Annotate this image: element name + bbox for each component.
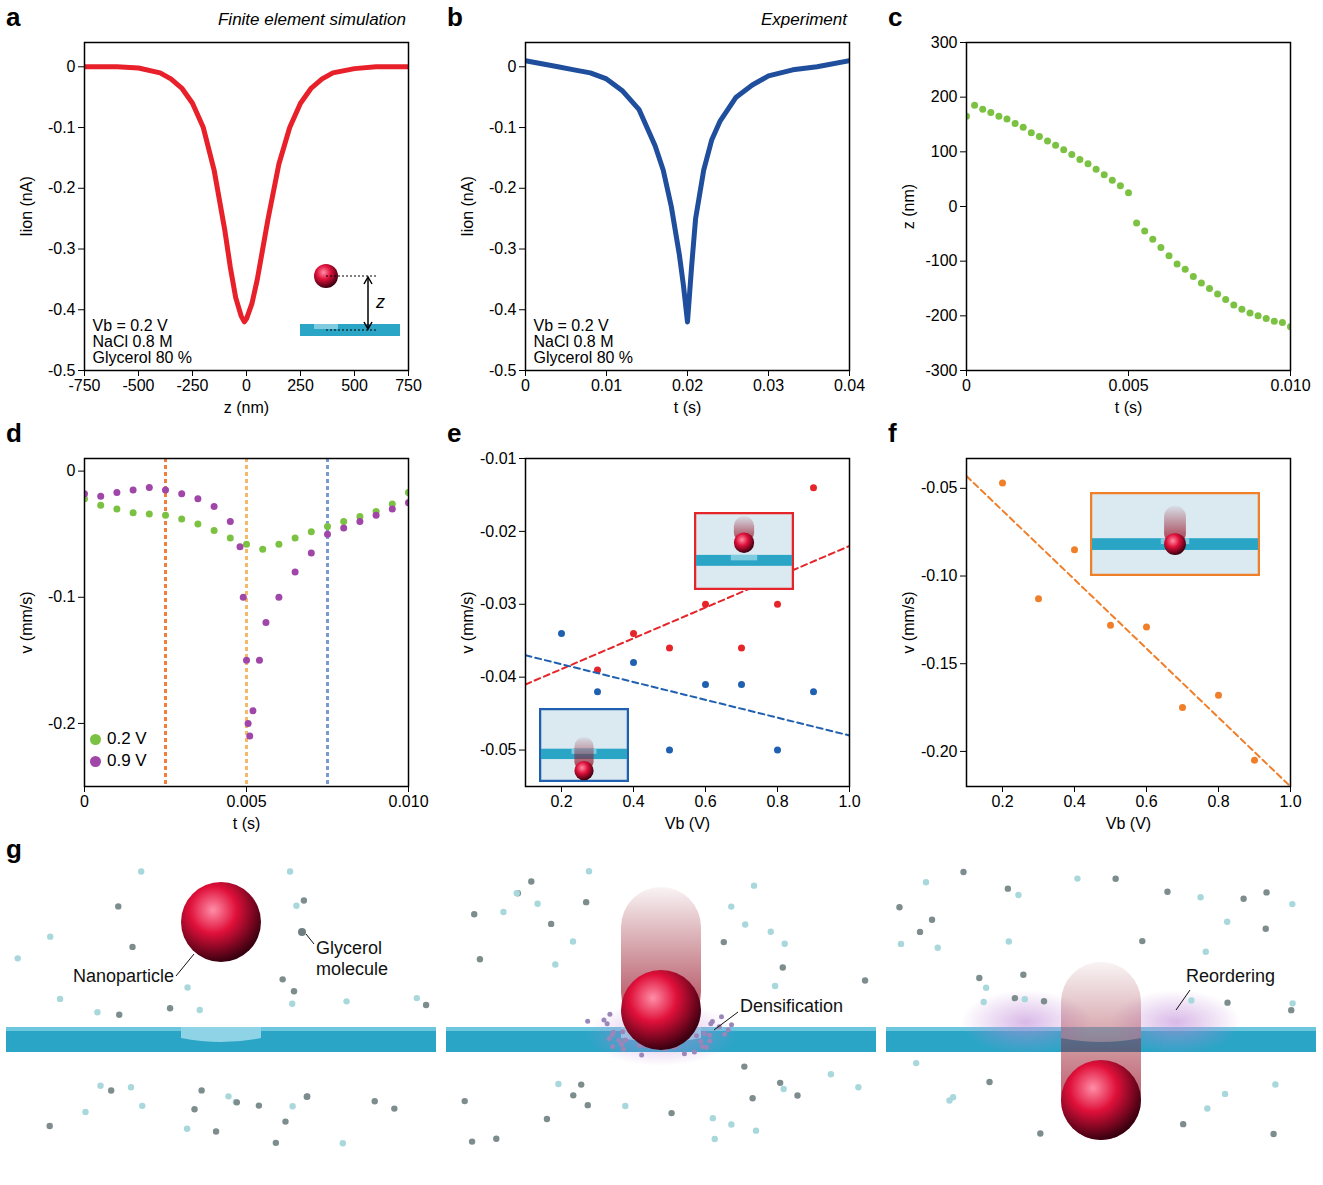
svg-text:0.4: 0.4 [622,793,644,810]
svg-text:Vb = 0.2 VNaCl 0.8 MGlycerol 8: Vb = 0.2 VNaCl 0.8 MGlycerol 80 % [93,317,193,366]
svg-text:-0.10: -0.10 [921,567,958,584]
html-text:f: f [888,418,897,448]
svg-text:0: 0 [949,198,958,215]
svg-text:0: 0 [962,377,971,394]
svg-text:0.2: 0.2 [550,793,572,810]
svg-text:200: 200 [931,88,958,105]
svg-text:z (nm): z (nm) [900,184,917,229]
svg-text:0.010: 0.010 [388,793,428,810]
svg-text:Vb (V): Vb (V) [1106,815,1151,832]
svg-text:0.6: 0.6 [1135,793,1157,810]
html-text:d: d [6,418,22,448]
svg-text:Vb (V): Vb (V) [665,815,710,832]
svg-text:-0.4: -0.4 [48,301,76,318]
svg-text:Iion (nA): Iion (nA) [18,176,35,236]
svg-text:500: 500 [341,377,368,394]
svg-text:-0.05: -0.05 [921,479,958,496]
svg-text:0: 0 [508,58,517,75]
html-text:a: a [6,2,21,32]
svg-text:-200: -200 [925,307,957,324]
svg-text:-0.5: -0.5 [489,362,517,379]
svg-text:-0.1: -0.1 [48,588,76,605]
svg-text:0.6: 0.6 [694,793,716,810]
svg-text:t (s): t (s) [674,399,702,416]
svg-text:t (s): t (s) [233,815,261,832]
svg-text:-0.20: -0.20 [921,743,958,760]
svg-text:-0.2: -0.2 [48,715,76,732]
svg-text:0.04: 0.04 [834,377,865,394]
svg-text:0.02: 0.02 [672,377,703,394]
svg-text:0.010: 0.010 [1270,377,1310,394]
svg-text:750: 750 [395,377,422,394]
svg-text:0: 0 [67,462,76,479]
svg-text:-750: -750 [68,377,100,394]
svg-text:-0.1: -0.1 [48,119,76,136]
html-text:Finite element simulation: Finite element simulation [218,10,406,29]
svg-text:0: 0 [67,58,76,75]
svg-text:-0.03: -0.03 [480,595,517,612]
svg-text:0.01: 0.01 [591,377,622,394]
svg-text:Nanoparticle: Nanoparticle [73,966,174,986]
svg-text:-0.3: -0.3 [48,240,76,257]
svg-text:0.005: 0.005 [1108,377,1148,394]
svg-text:-250: -250 [176,377,208,394]
svg-text:-0.4: -0.4 [489,301,517,318]
svg-text:1.0: 1.0 [838,793,860,810]
svg-text:-0.1: -0.1 [489,119,517,136]
svg-text:v (mm/s): v (mm/s) [18,591,35,653]
svg-text:100: 100 [931,143,958,160]
svg-text:-0.3: -0.3 [489,240,517,257]
svg-text:-0.2: -0.2 [489,179,517,196]
svg-text:z: z [375,292,385,312]
svg-text:-0.5: -0.5 [47,361,76,379]
svg-text:Reordering: Reordering [1186,966,1275,986]
svg-text:250: 250 [287,377,314,394]
svg-text:-0.2: -0.2 [48,179,76,196]
html-text:0.2 V: 0.2 V [107,729,147,748]
svg-text:Vb = 0.2 VNaCl 0.8 MGlycerol 8: Vb = 0.2 VNaCl 0.8 MGlycerol 80 % [534,317,634,366]
svg-text:-300: -300 [925,362,957,379]
svg-text:1.0: 1.0 [1279,793,1301,810]
svg-text:0.005: 0.005 [226,793,266,810]
svg-text:300: 300 [931,34,958,51]
svg-text:t (s): t (s) [1115,399,1143,416]
svg-text:Glycerolmolecule: Glycerolmolecule [316,938,388,979]
svg-text:v (mm/s): v (mm/s) [459,591,476,653]
svg-text:0: 0 [242,377,251,394]
svg-text:0.8: 0.8 [766,793,788,810]
svg-text:-500: -500 [122,377,154,394]
svg-text:-0.04: -0.04 [480,668,517,685]
svg-text:-100: -100 [925,252,957,269]
svg-text:-0.01: -0.01 [480,450,517,467]
html-text:Experiment: Experiment [761,10,847,29]
svg-text:0: 0 [521,377,530,394]
svg-text:-0.02: -0.02 [480,523,517,540]
html-text:c: c [888,2,903,32]
svg-text:0.03: 0.03 [753,377,784,394]
svg-text:0.8: 0.8 [1207,793,1229,810]
svg-text:-0.05: -0.05 [480,741,517,758]
html-text:0.9 V: 0.9 V [107,751,147,770]
html-text:b: b [447,2,463,32]
svg-text:-0.15: -0.15 [921,655,958,672]
html-text:e: e [447,418,462,448]
svg-text:0.4: 0.4 [1063,793,1085,810]
svg-text:Iion (nA): Iion (nA) [459,176,476,236]
svg-text:0.2: 0.2 [991,793,1013,810]
html-text:g: g [6,834,22,864]
svg-text:v (mm/s): v (mm/s) [900,591,917,653]
svg-text:0: 0 [80,793,89,810]
svg-text:Densification: Densification [740,996,843,1016]
svg-text:z (nm): z (nm) [224,399,269,416]
